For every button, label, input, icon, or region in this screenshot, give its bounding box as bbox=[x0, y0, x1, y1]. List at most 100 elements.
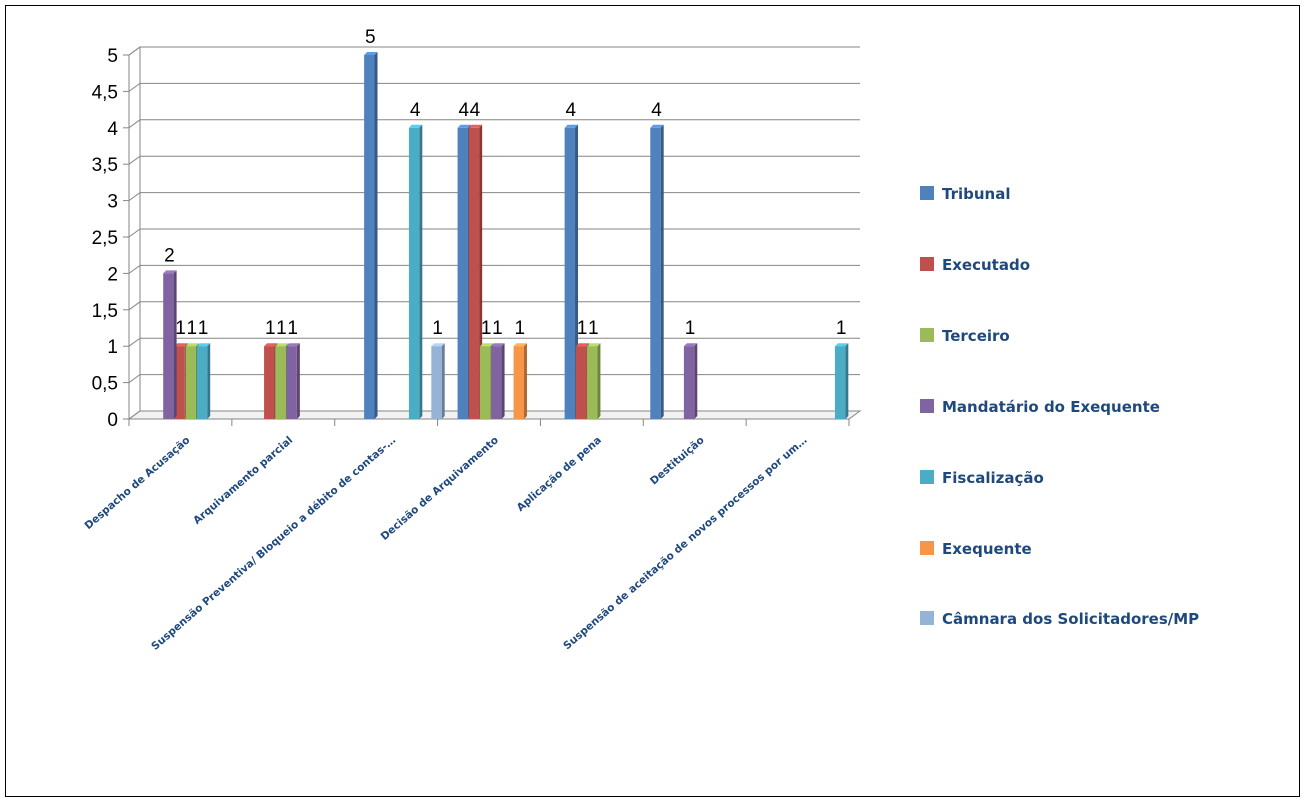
bar-top bbox=[683, 343, 698, 347]
gridline bbox=[128, 46, 860, 56]
data-label: 1 bbox=[276, 318, 287, 339]
data-label: 1 bbox=[588, 318, 599, 339]
gridline bbox=[128, 228, 860, 238]
bar bbox=[364, 55, 375, 419]
bar-top bbox=[408, 124, 423, 128]
bar bbox=[587, 346, 598, 419]
data-label: 1 bbox=[287, 318, 298, 339]
bar-top bbox=[364, 52, 378, 55]
bar bbox=[457, 127, 468, 420]
legend-swatch bbox=[920, 470, 934, 484]
bar-side bbox=[845, 343, 849, 419]
data-label: 1 bbox=[198, 318, 209, 339]
y-tick-label: 4 bbox=[107, 119, 118, 140]
gridline bbox=[128, 264, 860, 274]
bar bbox=[196, 346, 208, 419]
bar bbox=[431, 346, 442, 419]
gridline bbox=[128, 119, 860, 129]
bar bbox=[174, 346, 185, 419]
x-category-label: Decisão de Arquivamento bbox=[379, 434, 501, 543]
y-tick-label: 3 bbox=[107, 192, 118, 213]
bar-side bbox=[374, 52, 378, 419]
bar-side bbox=[441, 343, 445, 419]
gridline bbox=[128, 82, 860, 92]
bar-side bbox=[419, 124, 423, 420]
data-label: 1 bbox=[481, 318, 492, 339]
legend-swatch bbox=[920, 541, 934, 555]
bar-top bbox=[286, 343, 300, 347]
bar-top bbox=[163, 270, 177, 274]
y-tick-label: 0 bbox=[107, 410, 118, 431]
bar-top bbox=[457, 124, 471, 128]
data-label: 4 bbox=[651, 100, 662, 121]
data-label: 1 bbox=[175, 318, 186, 339]
y-tick-label: 2 bbox=[107, 264, 118, 285]
bar-top bbox=[185, 343, 199, 347]
bar-top bbox=[264, 343, 278, 347]
y-tick-label: 5 bbox=[107, 46, 118, 67]
bar bbox=[575, 346, 587, 419]
data-label: 4 bbox=[458, 100, 469, 121]
bar-side bbox=[660, 124, 664, 420]
data-label: 4 bbox=[470, 100, 481, 121]
bar bbox=[683, 346, 695, 419]
bar-top bbox=[468, 124, 483, 128]
bar-side bbox=[523, 343, 527, 419]
bar-top bbox=[431, 343, 445, 347]
legend-swatch bbox=[920, 186, 934, 200]
data-label: 2 bbox=[164, 245, 175, 266]
bar bbox=[513, 346, 524, 419]
bar bbox=[479, 346, 491, 419]
y-tick-label: 0,5 bbox=[92, 374, 118, 395]
bar-top bbox=[587, 343, 601, 347]
legend-label: Executado bbox=[942, 256, 1030, 274]
data-label: 1 bbox=[685, 318, 696, 339]
data-label: 1 bbox=[577, 318, 588, 339]
y-tick-label: 2,5 bbox=[92, 228, 118, 249]
legend-label: Câmnara dos Solicitadores/MP bbox=[942, 610, 1199, 628]
bar-top bbox=[575, 343, 590, 347]
gridline bbox=[128, 155, 860, 165]
gridline bbox=[128, 192, 860, 202]
bar bbox=[264, 346, 275, 419]
bar bbox=[275, 346, 286, 419]
bar-top bbox=[196, 343, 211, 347]
data-label: 1 bbox=[187, 318, 198, 339]
data-label: 4 bbox=[410, 100, 421, 121]
bar bbox=[650, 127, 661, 420]
bar-top bbox=[650, 124, 664, 128]
x-category-label: Arquivamento parcial bbox=[191, 434, 295, 527]
bar-side bbox=[207, 343, 211, 419]
legend-label: Terceiro bbox=[942, 327, 1010, 345]
bar bbox=[408, 127, 420, 420]
bar bbox=[564, 127, 576, 420]
bar-top bbox=[513, 343, 527, 347]
bar-top bbox=[174, 343, 188, 347]
x-category-label: Despacho de Acusação bbox=[82, 434, 192, 532]
legend-label: Mandatário do Exequente bbox=[942, 398, 1160, 416]
data-label: 1 bbox=[492, 318, 503, 339]
data-label: 1 bbox=[432, 318, 443, 339]
bar bbox=[834, 346, 846, 419]
gridline bbox=[128, 301, 860, 311]
bar-top bbox=[564, 124, 579, 128]
y-tick-label: 3,5 bbox=[92, 155, 118, 176]
bar-top bbox=[491, 343, 505, 347]
bar-side bbox=[501, 343, 505, 419]
data-label: 5 bbox=[365, 27, 376, 48]
legend-label: Tribunal bbox=[942, 185, 1010, 203]
legend-swatch bbox=[920, 257, 934, 271]
bar bbox=[163, 273, 174, 419]
legend-swatch bbox=[920, 328, 934, 342]
data-label: 1 bbox=[265, 318, 276, 339]
data-label: 1 bbox=[514, 318, 525, 339]
data-label: 4 bbox=[566, 100, 577, 121]
bar-side bbox=[296, 343, 300, 419]
y-tick-label: 1,5 bbox=[92, 301, 118, 322]
bar bbox=[491, 346, 502, 419]
y-tick-label: 4,5 bbox=[92, 82, 118, 103]
bar-side bbox=[173, 270, 177, 419]
x-category-label: Suspensão de aceitação de novos processo… bbox=[561, 434, 809, 652]
bar-side bbox=[597, 343, 601, 419]
bar bbox=[468, 127, 480, 420]
